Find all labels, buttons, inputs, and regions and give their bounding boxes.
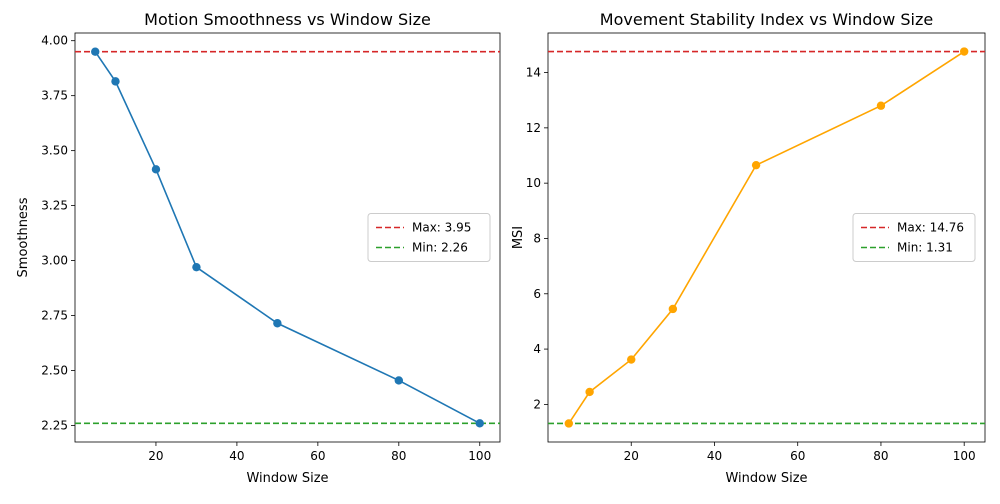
x-tick-label: 20 bbox=[624, 449, 639, 463]
legend-box bbox=[367, 213, 491, 262]
x-tick-label: 40 bbox=[707, 449, 722, 463]
chart-panel-1: Motion Smoothness vs Window Size 20 40 60 80… bbox=[16, 10, 501, 486]
data-point bbox=[192, 262, 201, 272]
y-tick-label: 10 bbox=[526, 176, 541, 190]
x-axis-label: Window Size bbox=[725, 471, 807, 486]
y-tick-label: 4 bbox=[533, 342, 541, 356]
legend: Max: 14.76 Min: 1.31 bbox=[852, 213, 976, 262]
data-point bbox=[564, 419, 574, 428]
x-tick-label: 100 bbox=[468, 449, 491, 463]
data-point bbox=[394, 376, 404, 385]
data-point bbox=[959, 47, 969, 56]
data-point bbox=[751, 160, 761, 170]
data-point bbox=[273, 319, 282, 328]
y-tick-label: 2.50 bbox=[41, 364, 68, 378]
axes-frame bbox=[74, 32, 501, 443]
x-tick-label: 80 bbox=[391, 449, 406, 463]
data-point bbox=[627, 355, 636, 364]
legend-label: Min: 1.31 bbox=[897, 241, 953, 255]
data-point bbox=[151, 165, 161, 174]
data-point bbox=[585, 387, 594, 397]
chart-title: Movement Stability Index vs Window Size bbox=[600, 10, 933, 29]
legend-box bbox=[852, 213, 976, 262]
x-tick-label: 80 bbox=[873, 449, 888, 463]
y-tick-label: 3.50 bbox=[41, 144, 68, 158]
y-tick-label: 8 bbox=[533, 231, 541, 245]
chart-panel-2: Movement Stability Index vs Window Size 2… bbox=[511, 10, 986, 486]
y-tick-label: 2 bbox=[533, 397, 541, 411]
axes-frame bbox=[547, 32, 986, 443]
x-tick-label: 40 bbox=[229, 449, 244, 463]
data-point bbox=[668, 304, 678, 314]
y-tick-label: 4.00 bbox=[41, 34, 68, 48]
x-axis-label: Window Size bbox=[246, 471, 328, 486]
y-tick-label: 3.25 bbox=[41, 199, 68, 213]
y-tick-label: 3.00 bbox=[41, 254, 68, 268]
y-tick-label: 3.75 bbox=[41, 89, 68, 103]
legend: Max: 3.95 Min: 2.26 bbox=[367, 213, 491, 262]
data-point bbox=[111, 77, 120, 86]
data-point bbox=[876, 101, 886, 110]
y-axis-label: Smoothness bbox=[16, 197, 31, 277]
legend-label: Min: 2.26 bbox=[412, 241, 468, 255]
x-tick-label: 60 bbox=[790, 449, 805, 463]
x-tick-label: 60 bbox=[310, 449, 325, 463]
y-tick-label: 12 bbox=[526, 121, 541, 135]
chart-title: Motion Smoothness vs Window Size bbox=[144, 10, 431, 29]
y-axis-label: MSI bbox=[511, 226, 526, 249]
y-tick-label: 6 bbox=[533, 287, 541, 301]
y-tick-label: 2.75 bbox=[41, 309, 68, 323]
legend-label: Max: 14.76 bbox=[897, 221, 964, 235]
data-point bbox=[91, 47, 100, 56]
data-point bbox=[475, 419, 484, 428]
legend-label: Max: 3.95 bbox=[412, 221, 471, 235]
x-tick-label: 20 bbox=[148, 449, 163, 463]
y-tick-label: 14 bbox=[526, 66, 541, 80]
x-tick-label: 100 bbox=[953, 449, 976, 463]
y-tick-label: 2.25 bbox=[41, 419, 68, 433]
